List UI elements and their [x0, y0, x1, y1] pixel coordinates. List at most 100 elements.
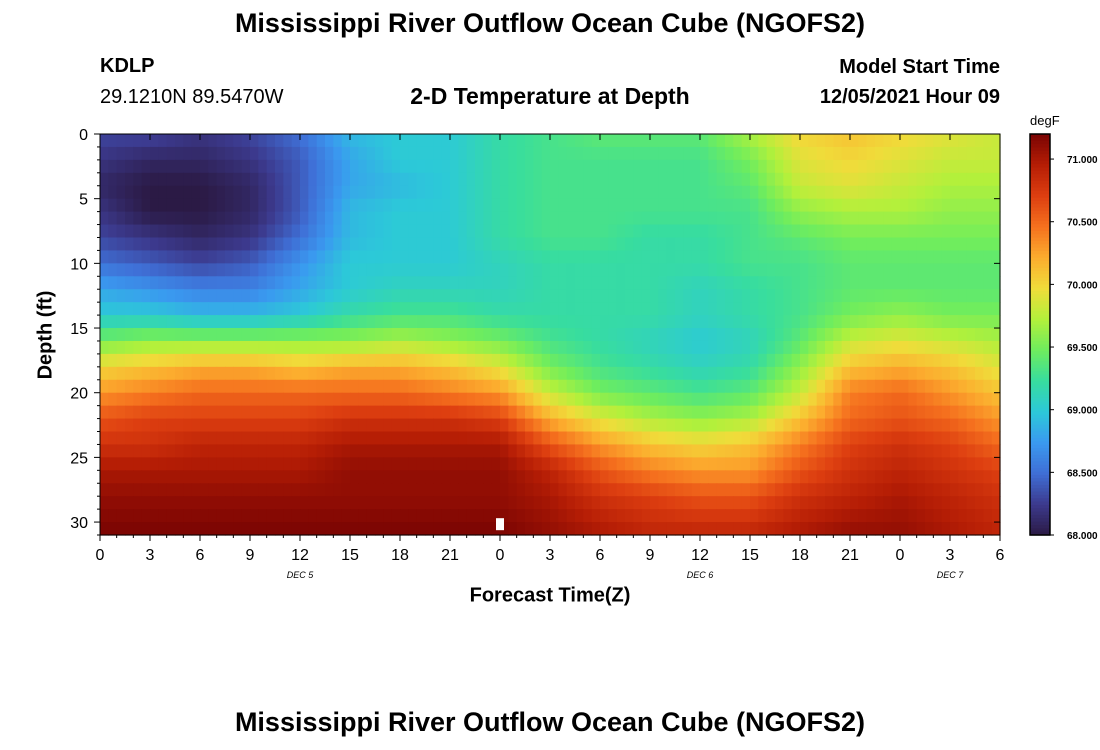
heatmap-cell: [616, 457, 626, 471]
heatmap-cell: [225, 483, 234, 497]
heatmap-cell: [358, 509, 368, 523]
heatmap-cell: [316, 315, 326, 329]
heatmap-cell: [366, 263, 376, 277]
heatmap-cell: [191, 444, 201, 458]
heatmap-cell: [216, 134, 226, 148]
heatmap-cell: [958, 392, 968, 407]
heatmap-cell: [625, 522, 634, 536]
heatmap-cell: [641, 366, 651, 381]
heatmap-cell: [891, 250, 901, 264]
x-tick-label: 0: [496, 547, 505, 564]
heatmap-cell: [908, 353, 918, 368]
heatmap-cell: [616, 522, 626, 536]
heatmap-cell: [366, 340, 376, 355]
heatmap-cell: [908, 198, 918, 213]
heatmap-cell: [833, 328, 843, 342]
heatmap-cell: [358, 418, 368, 433]
heatmap-cell: [408, 224, 418, 239]
heatmap-cell: [350, 444, 359, 458]
heatmap-cell: [691, 159, 701, 174]
heatmap-cell: [200, 250, 209, 264]
heatmap-cell: [700, 134, 709, 148]
heatmap-cell: [891, 431, 901, 446]
heatmap-cell: [233, 237, 243, 252]
heatmap-cell: [666, 431, 676, 446]
heatmap-cell: [700, 198, 709, 213]
heatmap-cell: [408, 418, 418, 433]
heatmap-cell: [866, 340, 876, 355]
heatmap-cell: [483, 198, 493, 213]
heatmap-cell: [691, 392, 701, 407]
heatmap-cell: [783, 431, 793, 446]
heatmap-cell: [916, 134, 926, 148]
heatmap-cell: [350, 328, 359, 342]
heatmap-cell: [308, 366, 318, 381]
heatmap-cell: [375, 302, 384, 316]
heatmap-cell: [841, 289, 851, 303]
heatmap-cell: [866, 146, 876, 161]
heatmap-cell: [458, 444, 468, 458]
heatmap-cell: [125, 276, 134, 290]
heatmap-cell: [800, 483, 809, 497]
colorbar-segment: [1030, 281, 1050, 285]
heatmap-cell: [333, 237, 343, 252]
heatmap-cell: [225, 509, 234, 523]
heatmap-cell: [858, 185, 868, 200]
heatmap-cell: [941, 146, 951, 161]
heatmap-cell: [641, 172, 651, 187]
heatmap-cell: [516, 509, 526, 523]
heatmap-cell: [975, 289, 984, 303]
heatmap-cell: [350, 315, 359, 329]
colorbar-segment: [1030, 387, 1050, 392]
heatmap-cell: [933, 470, 943, 484]
heatmap-cell: [591, 224, 601, 239]
heatmap-cell: [825, 237, 834, 252]
heatmap-cell: [416, 302, 426, 316]
heatmap-cell: [283, 470, 293, 484]
heatmap-cell: [683, 276, 693, 290]
heatmap-cell: [750, 340, 759, 355]
colorbar-segment: [1030, 177, 1050, 182]
heatmap-cell: [158, 276, 168, 290]
heatmap-cell: [183, 146, 193, 161]
heatmap-cell: [791, 172, 801, 187]
colorbar-segment: [1030, 461, 1050, 466]
heatmap-cell: [433, 418, 443, 433]
heatmap-cell: [450, 379, 459, 394]
heatmap-cell: [625, 496, 634, 510]
heatmap-cell: [425, 134, 434, 148]
heatmap-cell: [316, 185, 326, 200]
heatmap-cell: [475, 392, 484, 407]
heatmap-cell: [491, 146, 501, 161]
heatmap-cell: [208, 172, 218, 187]
heatmap-cell: [400, 379, 409, 394]
heatmap-cell: [950, 315, 959, 329]
heatmap-cell: [375, 315, 384, 329]
heatmap-cell: [183, 159, 193, 174]
heatmap-cell: [900, 185, 909, 200]
heatmap-cell: [991, 185, 1001, 200]
heatmap-cell: [250, 340, 259, 355]
heatmap-cell: [608, 340, 618, 355]
heatmap-cell: [408, 483, 418, 497]
colorbar-segment: [1030, 170, 1050, 175]
heatmap-cell: [200, 198, 209, 213]
heatmap-cell: [383, 444, 393, 458]
heatmap-cell: [425, 315, 434, 329]
y-axis-label: Depth (ft): [34, 290, 57, 380]
heatmap-cell: [516, 340, 526, 355]
heatmap-cell: [866, 483, 876, 497]
heatmap-cell: [883, 496, 893, 510]
heatmap-cell: [983, 315, 993, 329]
heatmap-cell: [641, 159, 651, 174]
heatmap-cell: [625, 224, 634, 239]
heatmap-cell: [641, 250, 651, 264]
heatmap-cell: [950, 366, 959, 381]
heatmap-cell: [941, 224, 951, 239]
heatmap-cell: [516, 315, 526, 329]
heatmap-cell: [741, 418, 751, 433]
heatmap-cell: [575, 276, 584, 290]
heatmap-cell: [833, 250, 843, 264]
heatmap-cell: [958, 302, 968, 316]
heatmap-cell: [166, 263, 176, 277]
